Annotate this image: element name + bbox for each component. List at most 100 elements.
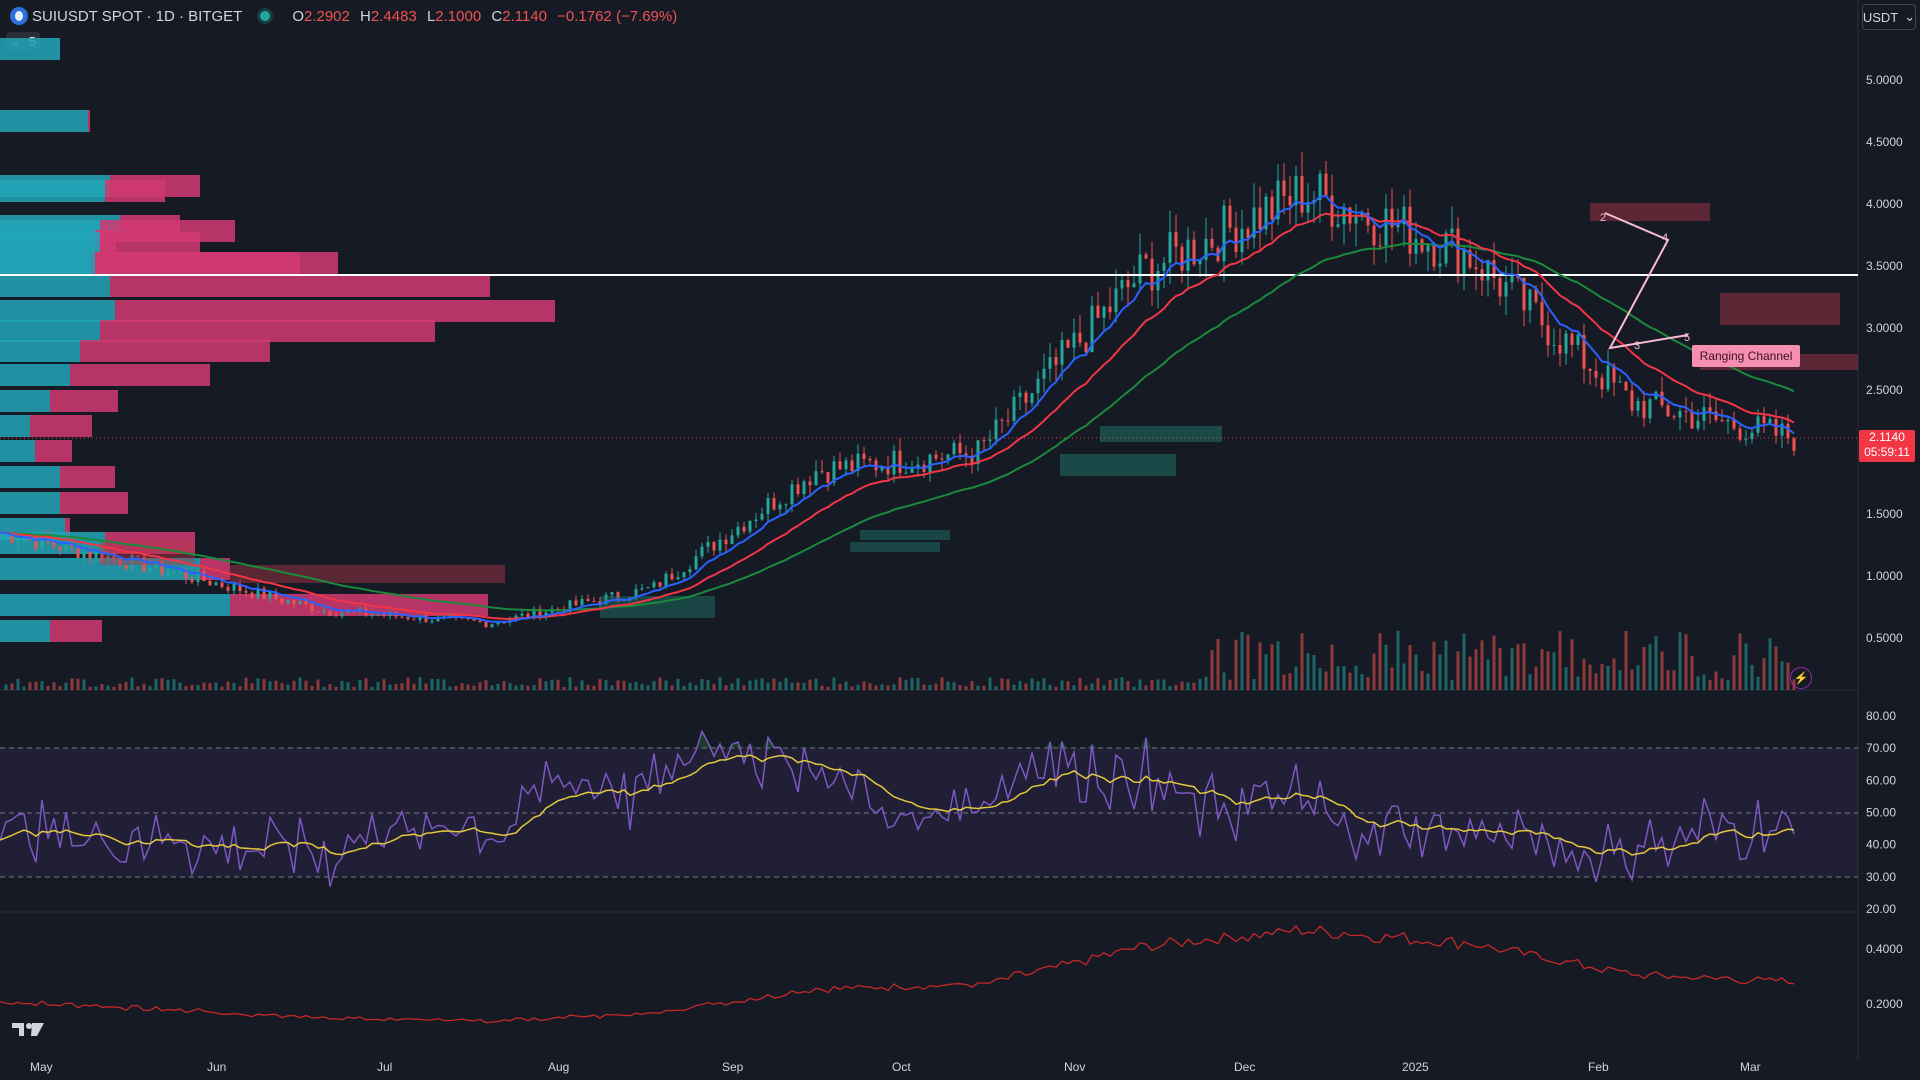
volume-bar bbox=[298, 677, 302, 690]
candle-body bbox=[1000, 419, 1004, 421]
volume-bar bbox=[1438, 654, 1442, 690]
candle-body bbox=[670, 573, 674, 580]
volume-bar bbox=[64, 682, 68, 690]
candle-body bbox=[1048, 356, 1052, 369]
candle-body bbox=[1054, 356, 1058, 365]
volume-bar bbox=[982, 685, 986, 690]
candle-body bbox=[1606, 365, 1610, 390]
candle-body bbox=[1378, 245, 1382, 247]
candle-body bbox=[262, 588, 266, 599]
volume-bar bbox=[52, 682, 56, 690]
volume-bar bbox=[1540, 649, 1544, 690]
volume-bar bbox=[880, 684, 884, 690]
candle-body bbox=[574, 600, 578, 606]
candle-body bbox=[1690, 412, 1694, 429]
volume-bar bbox=[1306, 653, 1310, 690]
time-axis[interactable]: May Jun Jul Aug Sep Oct Nov Dec 2025 Feb Mar bbox=[30, 1060, 1761, 1074]
volume-bar bbox=[1684, 634, 1688, 690]
candle-body bbox=[1750, 432, 1754, 440]
volume-bar bbox=[520, 684, 524, 690]
candle-body bbox=[928, 454, 932, 472]
candle-body bbox=[640, 588, 644, 590]
volume-bar bbox=[1408, 645, 1412, 690]
candle-body bbox=[1228, 205, 1232, 228]
volume-bar bbox=[664, 680, 668, 690]
candle-body bbox=[1684, 411, 1688, 413]
candle-body bbox=[1312, 200, 1316, 203]
tradingview-logo-icon[interactable] bbox=[10, 1020, 46, 1038]
candle-body bbox=[1660, 391, 1664, 406]
volume-bar bbox=[1504, 675, 1508, 690]
volume-bar bbox=[1486, 659, 1490, 690]
price-axis[interactable]: 5.0000 4.5000 4.0000 3.5000 3.0000 2.5000 1.50… bbox=[1866, 73, 1903, 645]
volume-bar bbox=[742, 685, 746, 690]
volume-bar bbox=[1240, 631, 1244, 690]
candle-body bbox=[1066, 340, 1070, 348]
bottom-indicator-line bbox=[0, 924, 1795, 1024]
zone-box bbox=[860, 530, 950, 540]
candle-body bbox=[820, 471, 824, 473]
candle-body bbox=[1636, 400, 1640, 411]
volume-bar bbox=[676, 678, 680, 690]
candle-body bbox=[1090, 305, 1094, 353]
zone-box bbox=[850, 542, 940, 552]
candle-body bbox=[532, 608, 536, 618]
volume-bar bbox=[448, 686, 452, 690]
ranging-channel-label[interactable] bbox=[1692, 345, 1800, 367]
volume-bar bbox=[220, 686, 224, 690]
time-tick-label: Oct bbox=[892, 1060, 911, 1074]
volume-bar bbox=[1282, 674, 1286, 690]
volume-bar bbox=[928, 684, 932, 690]
volume-bar bbox=[262, 679, 266, 690]
volume-profile-up bbox=[0, 38, 60, 60]
candle-body bbox=[1780, 423, 1784, 436]
ema-mid-line bbox=[0, 212, 1795, 620]
chevron-down-icon: ⌄ bbox=[1904, 9, 1916, 24]
volume-bar bbox=[1102, 684, 1106, 690]
candle-body bbox=[1414, 239, 1418, 254]
volume-bar bbox=[916, 677, 920, 690]
candle-body bbox=[304, 601, 308, 604]
symbol-title[interactable]: SUIUSDT SPOT · 1D · BITGET bbox=[32, 7, 243, 25]
volume-bar bbox=[1042, 678, 1046, 690]
volume-profile-down bbox=[105, 532, 195, 554]
price-tick-label: 4.0000 bbox=[1866, 197, 1903, 211]
currency-select[interactable]: USDT ⌄ bbox=[1862, 4, 1916, 30]
candle-body bbox=[778, 504, 782, 510]
volume-profile-down bbox=[110, 275, 490, 297]
lightning-icon[interactable]: ⚡ bbox=[1790, 667, 1812, 689]
volume-bar bbox=[1498, 648, 1502, 690]
volume-bar bbox=[886, 685, 890, 690]
volume-bar bbox=[1702, 674, 1706, 690]
volume-bar bbox=[226, 681, 230, 690]
volume-bar bbox=[970, 680, 974, 690]
volume-bar bbox=[1642, 646, 1646, 690]
elliott-wave-annotation[interactable]: 2 3 4 5 bbox=[1600, 212, 1690, 352]
volume-profile-down bbox=[35, 440, 72, 462]
volume-bar bbox=[82, 679, 86, 690]
volume-bar bbox=[736, 678, 740, 690]
candle-body bbox=[208, 580, 212, 586]
volume-bar bbox=[682, 685, 686, 690]
volume-bar bbox=[1672, 670, 1676, 690]
candle-body bbox=[94, 551, 98, 558]
candle-body bbox=[340, 612, 344, 617]
volume-bar bbox=[1456, 651, 1460, 690]
volume-bar bbox=[640, 684, 644, 690]
volume-bar bbox=[568, 677, 572, 690]
volume-bar bbox=[1732, 655, 1736, 690]
candle-body bbox=[484, 621, 488, 628]
candle-body bbox=[418, 615, 422, 621]
zone-box bbox=[600, 596, 715, 618]
volume-profile bbox=[0, 38, 555, 642]
volume-bar bbox=[268, 681, 272, 690]
candle-body bbox=[1210, 238, 1214, 248]
candle-body bbox=[1768, 419, 1772, 424]
volume-bar bbox=[1744, 643, 1748, 690]
candle-body bbox=[844, 460, 848, 470]
candle-body bbox=[568, 600, 572, 612]
volume-bar bbox=[688, 682, 692, 690]
volume-bar bbox=[1582, 658, 1586, 690]
volume-profile-down bbox=[50, 620, 102, 642]
